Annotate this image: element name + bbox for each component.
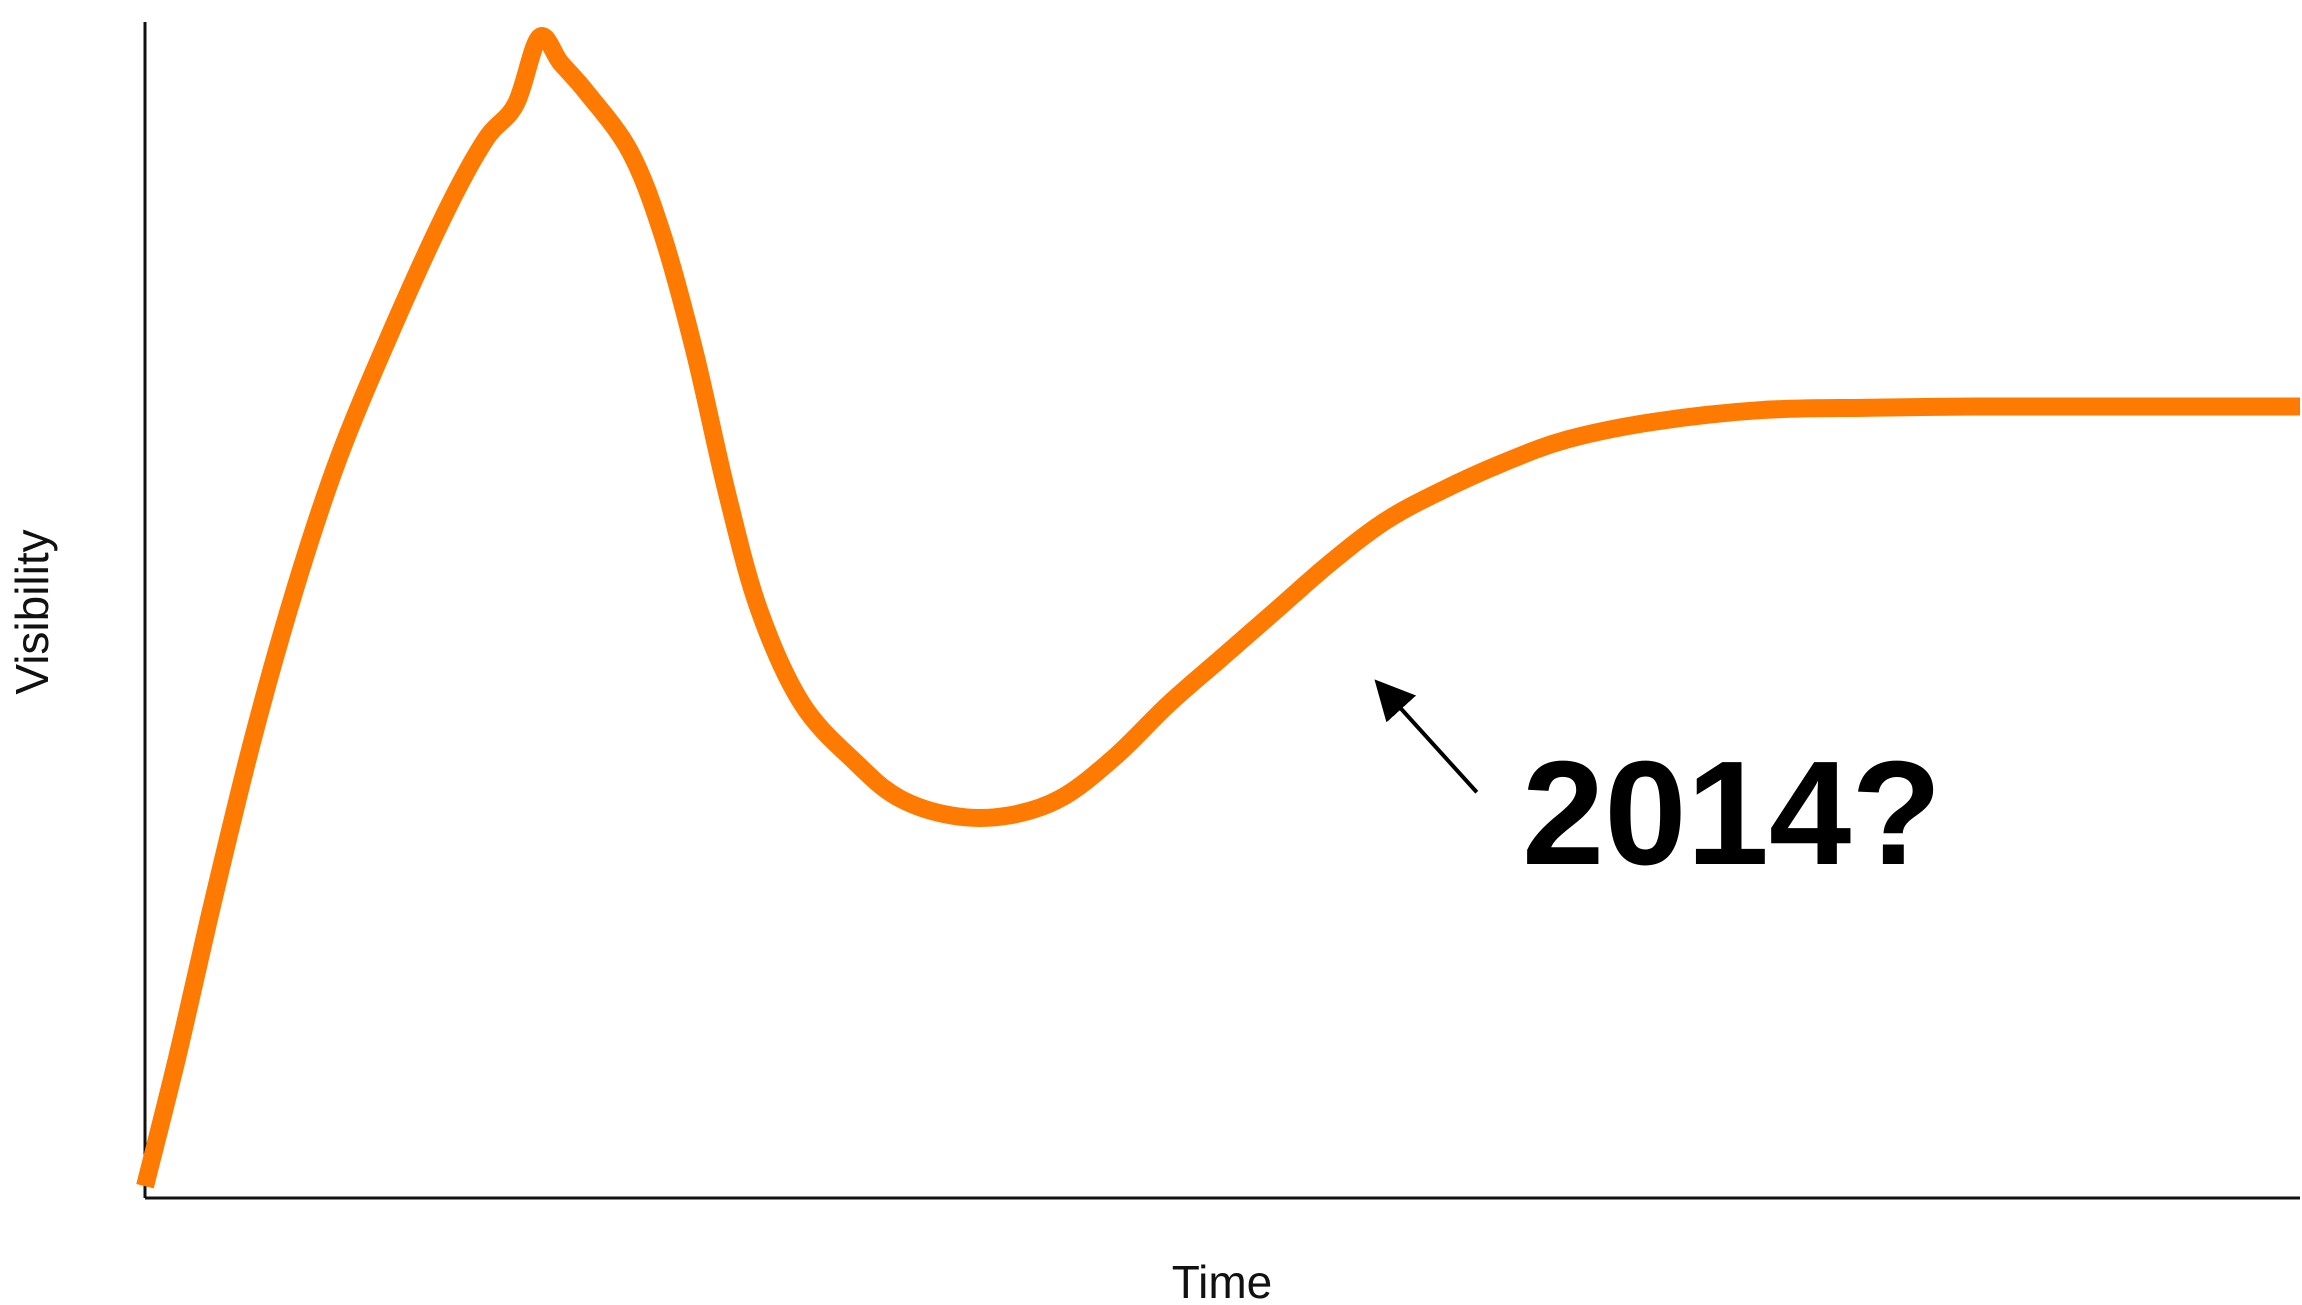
- series-layer: [136, 27, 2300, 1189]
- x-axis-label: Time: [1172, 1256, 1273, 1305]
- annotation-arrow: [1374, 679, 1479, 794]
- y-axis-label: Visibility: [6, 529, 58, 694]
- annotation-label-2014: 2014?: [1522, 731, 1942, 896]
- series-line-0: [136, 27, 2300, 1189]
